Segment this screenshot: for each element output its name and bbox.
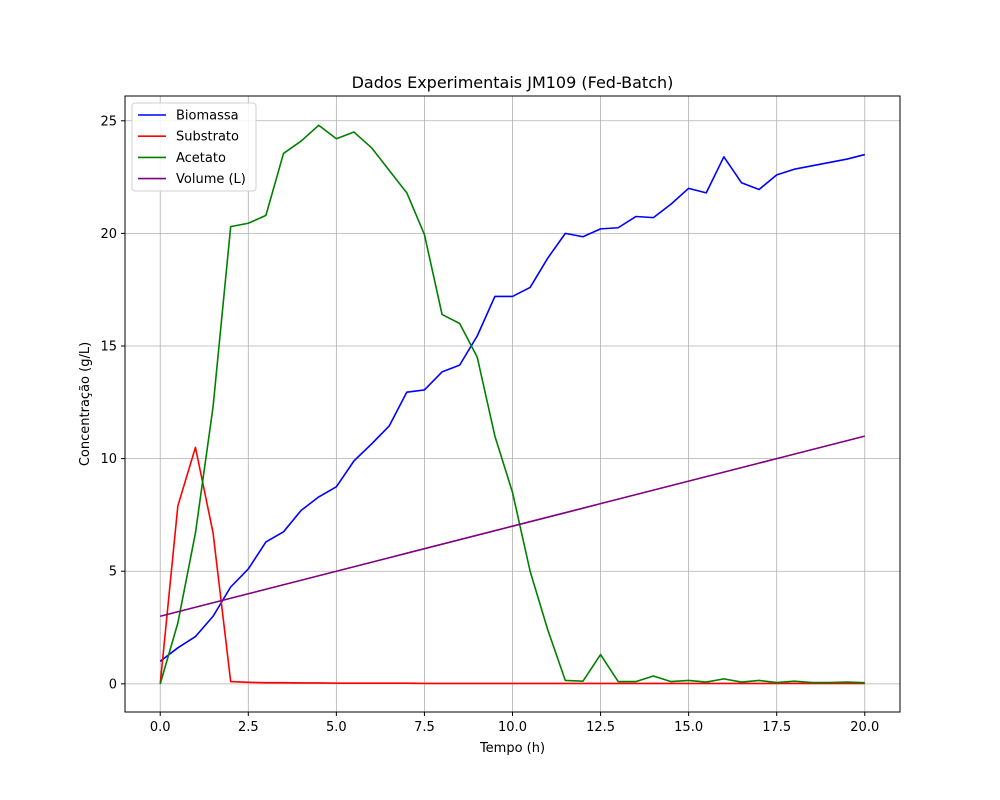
series-group [159, 124, 865, 685]
series-line-acetato [159, 124, 865, 685]
chart-title: Dados Experimentais JM109 (Fed-Batch) [352, 73, 674, 92]
x-tick-label: 10.0 [498, 720, 527, 735]
y-axis-label: Concentração (g/L) [78, 342, 93, 466]
legend-label-biomassa: Biomassa [176, 109, 239, 124]
series-line-substrato [159, 446, 865, 685]
y-tick-label: 25 [100, 114, 117, 129]
series-line-biomassa [159, 153, 865, 662]
x-tick-label: 12.5 [586, 720, 615, 735]
x-tick-label: 0.0 [150, 720, 171, 735]
legend-box [131, 102, 257, 192]
x-tick-label: 5.0 [326, 720, 347, 735]
x-axis-ticks: 0.0 2.5 5.0 7.5 10.0 12.5 15.0 17.5 20.0 [150, 712, 879, 735]
legend: Biomassa Substrato Acetato Volume (L) [131, 102, 257, 192]
x-tick-label: 20.0 [850, 720, 879, 735]
series-line-volume-l [160, 435, 865, 618]
y-tick-label: 5 [109, 565, 117, 580]
y-tick-label: 20 [100, 227, 117, 242]
x-tick-label: 15.0 [674, 720, 703, 735]
y-tick-label: 10 [100, 452, 117, 467]
x-tick-label: 7.5 [414, 720, 435, 735]
legend-label-substrato: Substrato [176, 130, 239, 145]
y-tick-label: 0 [109, 677, 117, 692]
y-axis-ticks: 0 5 10 15 20 25 [100, 114, 125, 692]
x-axis-label: Tempo (h) [479, 741, 545, 756]
x-tick-label: 17.5 [762, 720, 791, 735]
legend-label-volume-l: Volume (L) [176, 172, 246, 187]
legend-label-acetato: Acetato [176, 151, 226, 166]
y-tick-label: 15 [100, 340, 117, 355]
x-tick-label: 2.5 [238, 720, 259, 735]
